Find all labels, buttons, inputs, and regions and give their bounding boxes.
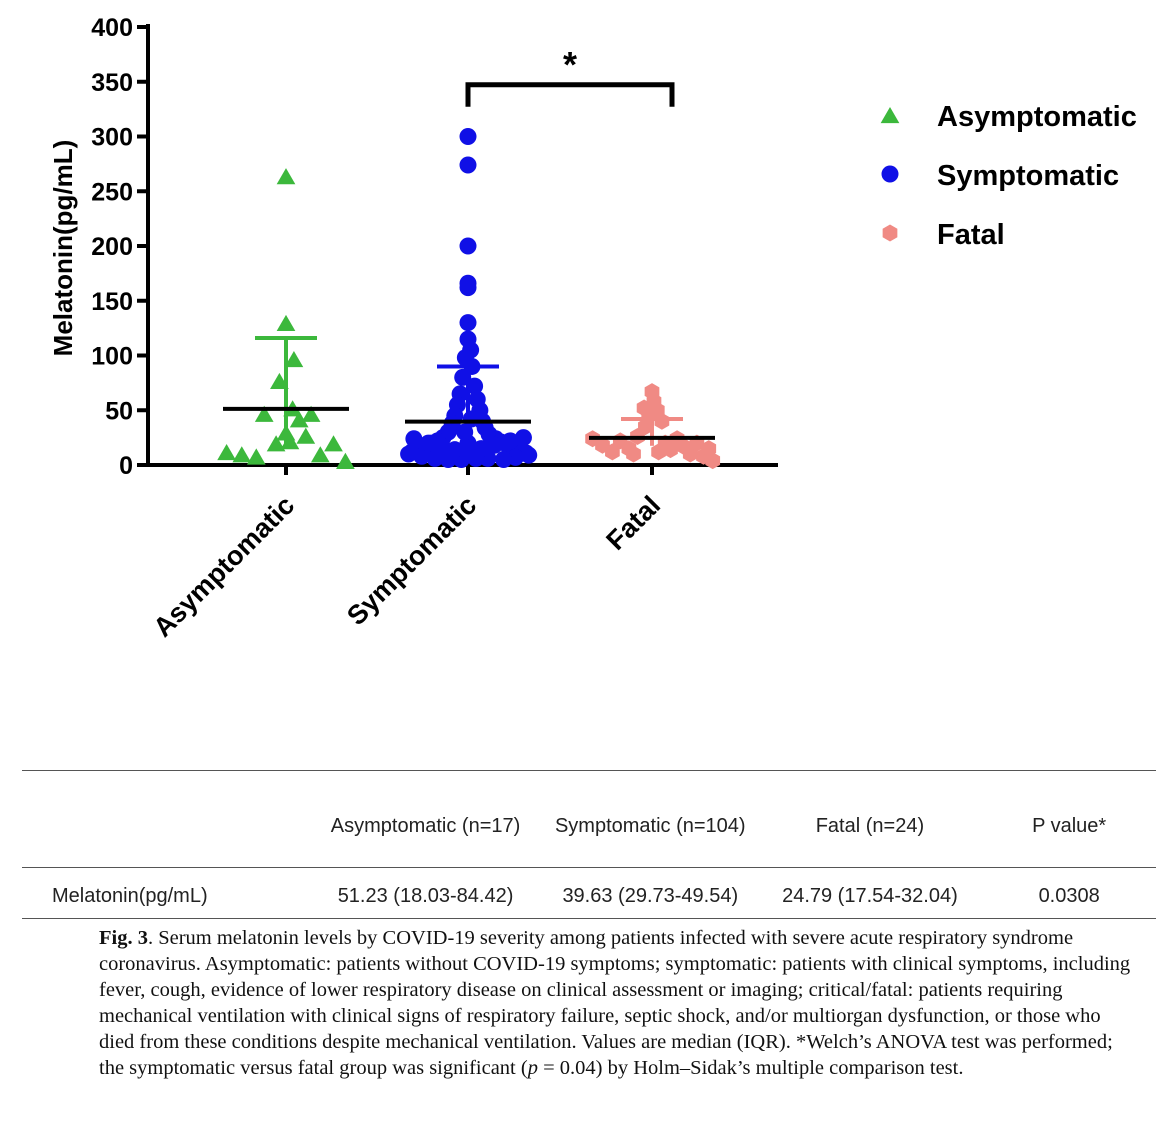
- legend-marker: [880, 106, 900, 124]
- data-point: [636, 399, 652, 417]
- table-header-cell: Symptomatic (n=104): [543, 770, 758, 868]
- data-point: [433, 437, 451, 455]
- data-point: [276, 314, 296, 331]
- y-tick-label: 400: [91, 14, 133, 42]
- data-point: [459, 279, 477, 297]
- data-point: [459, 314, 477, 332]
- significance-bracket: *: [465, 44, 675, 107]
- scatter-chart: 0 50 100 150 200 250 300 350 400 Asymptomatic Sym…: [48, 14, 1137, 643]
- y-tick-label: 350: [91, 69, 133, 97]
- table-cell: 0.0308: [982, 867, 1156, 919]
- caption-text: . Serum melatonin levels by COVID-19 sev…: [99, 927, 1131, 1079]
- x-tick-label: Asymptomatic: [147, 490, 300, 643]
- data-point: [654, 412, 670, 430]
- table-header-cell: Asymptomatic (n=17): [308, 770, 544, 868]
- data-point: [520, 446, 538, 464]
- y-axis-title: Melatonin(pg/mL): [48, 140, 78, 357]
- y-axis: 0 50 100 150 200 250 300 350 400: [91, 14, 150, 480]
- data-point: [284, 350, 304, 368]
- data-point: [336, 452, 355, 469]
- y-tick-label: 50: [105, 397, 133, 425]
- y-tick-label: 200: [91, 233, 133, 261]
- legend-label: Asymptomatic: [937, 101, 1137, 133]
- x-tick-label: Fatal: [600, 490, 666, 556]
- table-cell: Melatonin(pg/mL): [22, 867, 309, 919]
- data-point: [301, 405, 321, 422]
- data-point: [605, 443, 620, 461]
- table-header-cell: [22, 770, 309, 868]
- statistics-table: Asymptomatic (n=17) Symptomatic (n=104) …: [22, 770, 1156, 919]
- x-axis: Asymptomatic Symptomatic Fatal: [146, 463, 778, 643]
- y-tick-label: 150: [91, 288, 133, 316]
- data-point: [446, 441, 464, 459]
- data-point: [651, 443, 666, 461]
- data-point: [454, 368, 472, 386]
- data-point: [459, 156, 477, 174]
- data-point: [310, 446, 330, 463]
- data-point: [514, 429, 532, 447]
- data-point: [459, 237, 477, 255]
- data-point: [466, 377, 484, 395]
- data-point: [400, 445, 418, 463]
- figure-label: Fig. 3: [99, 927, 148, 949]
- table-cell: 39.63 (29.73-49.54): [543, 867, 758, 919]
- legend-marker: [881, 165, 899, 183]
- caption-p-symbol: p: [527, 1057, 538, 1079]
- data-point: [626, 445, 641, 463]
- x-tick-label: Symptomatic: [341, 490, 482, 631]
- data-point: [459, 128, 477, 145]
- data-point: [232, 446, 252, 463]
- table-cell: 24.79 (17.54-32.04): [757, 867, 983, 919]
- table-header-cell: Fatal (n=24): [757, 770, 983, 868]
- legend-label: Symptomatic: [937, 160, 1119, 192]
- y-tick-label: 300: [91, 124, 133, 152]
- figure-caption: Fig. 3. Serum melatonin levels by COVID-…: [99, 925, 1139, 1081]
- legend: Asymptomatic Symptomatic Fatal: [880, 101, 1137, 251]
- data-point: [485, 436, 503, 454]
- data-point: [289, 411, 309, 428]
- median-lines: [223, 406, 715, 440]
- data-point: [276, 168, 296, 185]
- y-tick-label: 100: [91, 343, 133, 371]
- data-point: [324, 435, 343, 452]
- data-point: [270, 372, 289, 390]
- table-header-row: Asymptomatic (n=17) Symptomatic (n=104) …: [22, 770, 1156, 868]
- data-point: [705, 452, 721, 470]
- y-tick-label: 0: [119, 452, 133, 480]
- data-point: [405, 430, 423, 448]
- significance-label: *: [563, 44, 577, 85]
- significance-line: [465, 82, 675, 107]
- y-tick-label: 250: [91, 178, 133, 206]
- data-point: [296, 427, 316, 444]
- data-point: [472, 440, 490, 458]
- legend-label: Fatal: [937, 219, 1005, 251]
- table-row: Melatonin(pg/mL) 51.23 (18.03-84.42) 39.…: [22, 867, 1156, 919]
- data-point: [501, 432, 519, 450]
- data-point: [246, 448, 266, 465]
- data-point: [419, 434, 437, 452]
- data-point: [413, 447, 431, 465]
- caption-text-end: = 0.04) by Holm–Sidak’s multiple compari…: [537, 1057, 964, 1079]
- data-point: [495, 451, 513, 469]
- legend-marker: [882, 224, 898, 242]
- data-point: [462, 410, 480, 428]
- data-point: [266, 435, 286, 452]
- data-point: [456, 423, 474, 441]
- data-points: [217, 128, 721, 470]
- data-point: [217, 444, 236, 461]
- table-header-cell: P value*: [982, 770, 1156, 868]
- data-point: [254, 405, 274, 422]
- data-point: [280, 433, 300, 450]
- table-cell: 51.23 (18.03-84.42): [308, 867, 544, 919]
